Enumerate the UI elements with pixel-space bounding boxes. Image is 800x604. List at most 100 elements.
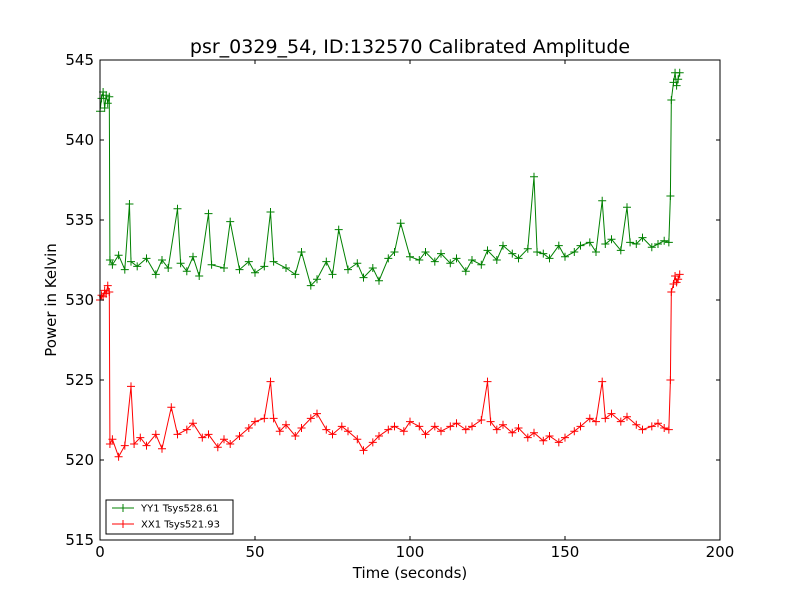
data-point-xx1: [598, 377, 607, 386]
data-point-yy1: [396, 219, 405, 228]
data-point-xx1: [468, 422, 476, 431]
data-point-yy1: [344, 265, 352, 274]
data-point-xx1: [415, 422, 424, 431]
data-point-xx1: [173, 430, 182, 439]
data-point-xx1: [151, 430, 160, 439]
data-point-yy1: [674, 75, 683, 84]
data-point-xx1: [120, 441, 129, 450]
data-point-yy1: [667, 96, 676, 104]
data-point-yy1: [675, 68, 684, 77]
data-point-yy1: [142, 254, 151, 263]
data-point-xx1: [344, 427, 352, 436]
data-point-yy1: [220, 264, 228, 272]
data-point-yy1: [164, 264, 173, 272]
data-point-yy1: [195, 272, 204, 280]
data-point-xx1: [446, 422, 455, 431]
data-point-yy1: [182, 267, 191, 276]
y-tick-label: 515: [65, 531, 94, 549]
data-point-yy1: [421, 248, 430, 256]
data-point-xx1: [675, 270, 684, 279]
data-point-yy1: [100, 104, 109, 112]
series-line-yy1: [99, 72, 681, 287]
data-point-yy1: [353, 259, 362, 268]
data-point-xx1: [390, 422, 399, 431]
data-point-xx1: [244, 424, 253, 432]
data-point-yy1: [672, 81, 681, 90]
data-point-xx1: [430, 422, 439, 431]
data-point-xx1: [204, 430, 213, 439]
data-point-yy1: [664, 238, 673, 247]
y-tick-label: 535: [65, 211, 94, 229]
data-point-yy1: [461, 267, 470, 276]
data-point-xx1: [666, 376, 675, 384]
data-point-yy1: [437, 249, 445, 258]
data-point-xx1: [486, 417, 495, 426]
data-point-yy1: [173, 204, 182, 213]
data-point-yy1: [251, 268, 259, 277]
data-point-xx1: [616, 417, 625, 426]
data-point-yy1: [626, 238, 635, 247]
data-point-yy1: [561, 252, 569, 261]
y-axis-label: Power in Kelvin: [42, 243, 60, 357]
data-point-xx1: [297, 424, 306, 432]
series-layer: [96, 68, 684, 461]
data-point-xx1: [477, 416, 486, 424]
data-point-yy1: [291, 270, 300, 279]
data-point-yy1: [430, 257, 439, 266]
data-point-xx1: [483, 377, 492, 386]
legend-marker-yy1: [119, 504, 127, 512]
data-point-yy1: [601, 240, 610, 248]
data-point-xx1: [353, 435, 362, 444]
legend-label-xx1: XX1 Tsys521.93: [141, 520, 220, 531]
data-point-xx1: [545, 432, 554, 440]
data-point-yy1: [576, 241, 585, 250]
x-tick-label: 150: [551, 543, 580, 561]
data-point-yy1: [623, 203, 631, 212]
data-point-xx1: [570, 427, 579, 436]
data-point-yy1: [533, 248, 542, 256]
data-point-xx1: [647, 422, 656, 431]
data-point-xx1: [105, 440, 114, 448]
data-point-xx1: [576, 422, 585, 431]
data-point-xx1: [539, 436, 548, 445]
y-tick-label: 545: [65, 51, 94, 69]
data-point-yy1: [108, 260, 117, 269]
data-point-xx1: [492, 425, 501, 434]
data-point-xx1: [167, 403, 176, 412]
chart-title: psr_0329_54, ID:132570 Calibrated Amplit…: [190, 36, 630, 58]
data-point-yy1: [235, 265, 244, 274]
data-point-yy1: [406, 252, 414, 261]
data-point-xx1: [269, 414, 278, 423]
y-tick-label: 530: [65, 291, 94, 309]
data-point-xx1: [251, 417, 259, 426]
data-point-xx1: [499, 420, 507, 429]
data-point-xx1: [127, 382, 135, 391]
data-point-yy1: [415, 256, 424, 264]
data-point-xx1: [108, 435, 117, 444]
data-point-xx1: [664, 425, 673, 434]
data-point-yy1: [632, 240, 641, 248]
data-point-xx1: [672, 278, 681, 287]
data-point-xx1: [514, 424, 523, 432]
data-point-yy1: [452, 254, 461, 263]
data-point-xx1: [226, 440, 235, 448]
data-point-yy1: [114, 251, 123, 260]
data-point-xx1: [328, 430, 337, 439]
data-point-xx1: [182, 425, 191, 434]
x-tick-label: 200: [706, 543, 735, 561]
data-point-xx1: [275, 427, 284, 436]
data-point-xx1: [375, 432, 383, 440]
x-tick-label: 100: [396, 543, 425, 561]
data-point-yy1: [647, 243, 656, 252]
data-point-yy1: [468, 256, 476, 264]
data-point-yy1: [127, 257, 135, 266]
data-point-xx1: [623, 412, 631, 421]
data-point-xx1: [638, 425, 647, 434]
data-point-yy1: [133, 262, 142, 271]
data-point-xx1: [523, 433, 532, 442]
data-point-xx1: [313, 409, 321, 418]
data-point-yy1: [334, 225, 343, 234]
data-point-xx1: [561, 433, 569, 442]
data-point-xx1: [452, 419, 461, 428]
